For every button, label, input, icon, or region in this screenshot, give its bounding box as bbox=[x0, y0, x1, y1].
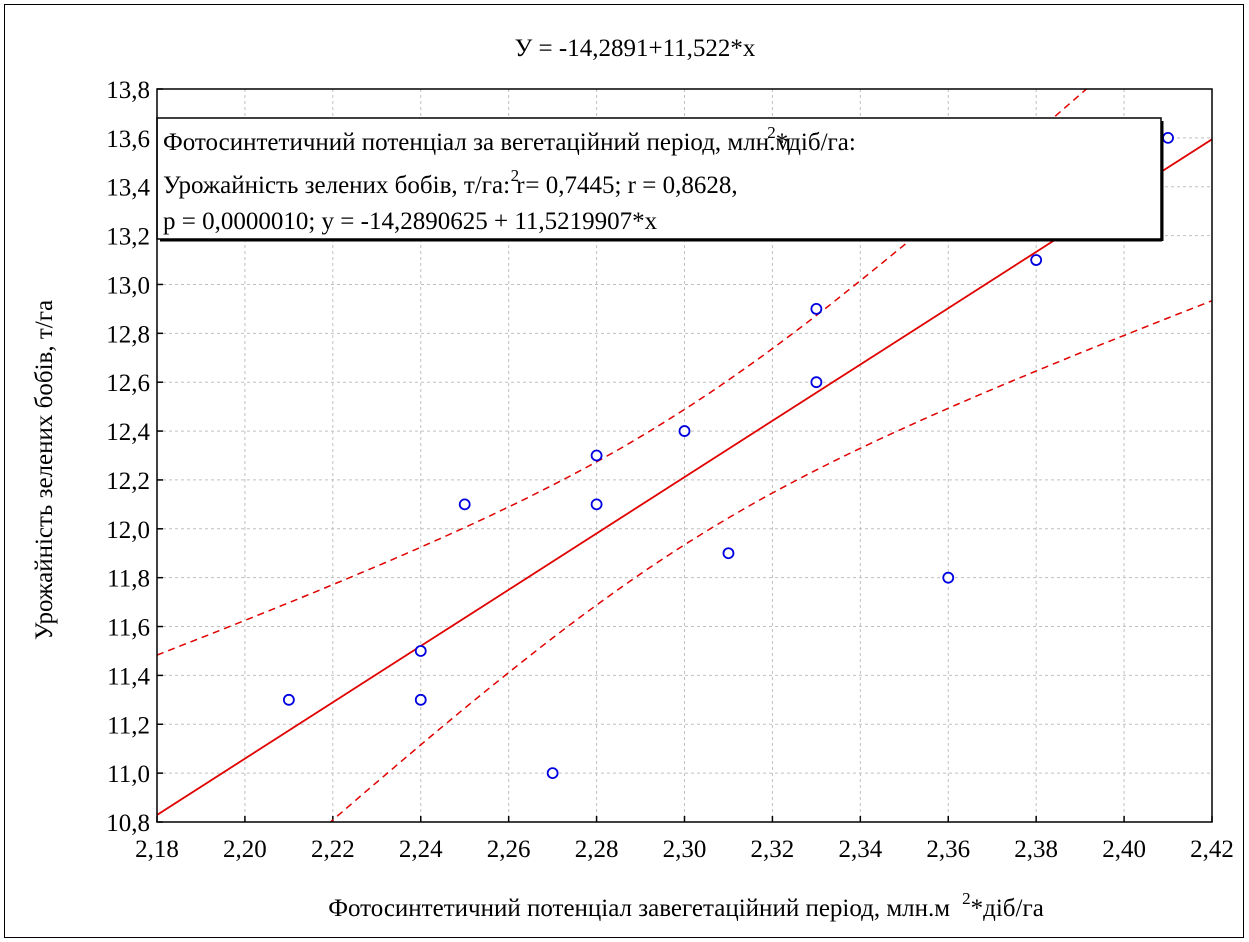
x-tick-label: 2,32 bbox=[751, 836, 795, 863]
x-axis-label-tail: *діб/га bbox=[971, 895, 1044, 922]
confidence-band-upper bbox=[157, 89, 1088, 656]
legend-box: Фотосинтетичний потенціал за вегетаційни… bbox=[156, 117, 1164, 242]
data-point bbox=[722, 547, 735, 560]
data-point bbox=[458, 498, 471, 511]
x-tick-label: 2,40 bbox=[1102, 836, 1146, 863]
legend-line-1-main: Фотосинтетичний потенціал за вегетаційни… bbox=[163, 129, 791, 156]
data-point bbox=[414, 693, 427, 706]
x-tick-label: 2,20 bbox=[223, 836, 267, 863]
x-tick-label: 2,30 bbox=[663, 836, 707, 863]
regression-line bbox=[157, 138, 1212, 816]
x-tick-label: 2,42 bbox=[1190, 836, 1234, 863]
data-points bbox=[282, 131, 1174, 780]
y-tick-label: 11,4 bbox=[107, 663, 150, 690]
data-point bbox=[1030, 254, 1043, 266]
x-tick-label: 2,34 bbox=[838, 836, 882, 863]
y-tick-label: 10,8 bbox=[106, 810, 150, 837]
legend-line-1-tail: *діб/га: bbox=[776, 129, 856, 156]
data-point bbox=[590, 449, 603, 462]
y-tick-label: 12,4 bbox=[106, 419, 150, 446]
data-point bbox=[810, 302, 823, 315]
legend-line-2-tail: = 0,7445; r = 0,8628, bbox=[519, 172, 737, 199]
confidence-band-lower bbox=[329, 300, 1212, 822]
legend-line-3: p = 0,0000010; y = -14,2890625 + 11,5219… bbox=[163, 208, 658, 235]
y-tick-label: 11,2 bbox=[107, 712, 150, 739]
x-tick-label: 2,24 bbox=[399, 836, 443, 863]
y-tick-label: 11,6 bbox=[107, 615, 150, 642]
x-tick-label: 2,36 bbox=[926, 836, 970, 863]
y-tick-label: 12,0 bbox=[106, 517, 150, 544]
x-tick-label: 2,28 bbox=[575, 836, 619, 863]
x-axis-label-sup: 2 bbox=[962, 889, 971, 908]
data-point bbox=[678, 425, 691, 437]
data-point bbox=[942, 571, 955, 584]
tick-labels: 2,18 2,20 2,22 2,24 2,26 2,28 2,30 2,32 2,34 2,36… bbox=[106, 77, 1234, 863]
legend-line-2: Урожайність зелених бобів, т/га: r2 = 0,… bbox=[163, 166, 738, 199]
y-tick-label: 13,4 bbox=[106, 175, 150, 202]
y-tick-label: 11,0 bbox=[107, 761, 150, 788]
regression-line-group bbox=[157, 138, 1212, 816]
y-tick-label: 13,6 bbox=[106, 126, 150, 153]
y-tick-label: 12,8 bbox=[106, 321, 150, 348]
data-point bbox=[414, 645, 427, 657]
data-point bbox=[282, 693, 295, 706]
chart-title: У = -14,2891+11,522*х bbox=[515, 35, 756, 62]
data-point bbox=[810, 376, 823, 389]
data-point bbox=[1162, 131, 1174, 144]
confidence-band bbox=[157, 89, 1212, 822]
x-tick-label: 2,18 bbox=[135, 836, 179, 863]
legend-background bbox=[156, 117, 1162, 240]
data-point bbox=[590, 498, 603, 511]
y-tick-label: 13,0 bbox=[106, 272, 150, 299]
legend-line-2-sup: 2 bbox=[511, 166, 520, 185]
x-tick-label: 2,22 bbox=[311, 836, 355, 863]
legend-line-1-sup: 2 bbox=[767, 123, 776, 142]
y-tick-label: 11,8 bbox=[107, 566, 150, 593]
legend-line-2-main: Урожайність зелених бобів, т/га: r bbox=[163, 172, 525, 199]
y-tick-label: 12,6 bbox=[106, 370, 150, 397]
y-tick-label: 13,8 bbox=[106, 77, 150, 104]
x-axis-label-main: Фотосинтетичний потенціал завегетаційний… bbox=[328, 895, 950, 922]
x-tick-label: 2,26 bbox=[487, 836, 531, 863]
x-axis-label: Фотосинтетичний потенціал завегетаційний… bbox=[328, 889, 1044, 922]
data-point bbox=[546, 767, 559, 780]
y-axis-label: Урожайність зелених бобів, т/га bbox=[31, 300, 58, 640]
y-tick-label: 12,2 bbox=[106, 468, 150, 495]
y-tick-label: 13,2 bbox=[106, 224, 150, 251]
x-tick-label: 2,38 bbox=[1014, 836, 1058, 863]
legend-line-1: Фотосинтетичний потенціал за вегетаційни… bbox=[163, 123, 856, 156]
plot-area-border bbox=[156, 88, 1213, 823]
